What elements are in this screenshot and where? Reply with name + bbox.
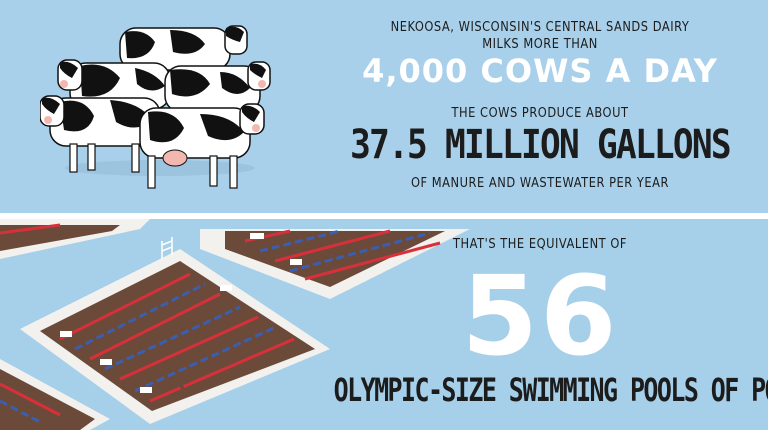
cows-count-headline: 4,000 COWS A DAY [362, 52, 718, 90]
pool-main [20, 249, 330, 424]
pool-bottom-left [0, 359, 110, 430]
cow-middle-right [164, 61, 271, 113]
pool-ladder-icon [161, 237, 173, 259]
pools-label: OLYMPIC-SIZE SWIMMING POOLS OF POOP [333, 371, 768, 409]
cow-front-left [40, 95, 161, 173]
swimming-pool-illustration [0, 219, 470, 430]
cow-herd-illustration [40, 25, 271, 189]
pool-top-left [0, 219, 150, 259]
bottom-panel: THAT'S THE EQUIVALENT OF 56 OLYMPIC-SIZE… [0, 219, 768, 430]
poop-splash [180, 373, 192, 389]
produce-intro: THE COWS PRODUCE ABOUT [451, 106, 629, 121]
cow-back [65, 25, 255, 176]
equivalent-intro: THAT'S THE EQUIVALENT OF [453, 237, 627, 252]
section-divider [0, 213, 768, 219]
gallons-suffix: OF MANURE AND WASTEWATER PER YEAR [410, 176, 670, 191]
intro-line-2: MILKS MORE THAN [482, 37, 598, 52]
pools-count: 56 [461, 252, 619, 380]
gallons-headline: 37.5 MILLION GALLONS [350, 122, 732, 168]
top-panel: NEKOOSA, WISCONSIN'S CENTRAL SANDS DAIRY… [0, 0, 768, 213]
cow-front-right [139, 103, 265, 189]
pool-top-right [200, 229, 470, 299]
intro-line-1: NEKOOSA, WISCONSIN'S CENTRAL SANDS DAIRY [390, 20, 690, 35]
